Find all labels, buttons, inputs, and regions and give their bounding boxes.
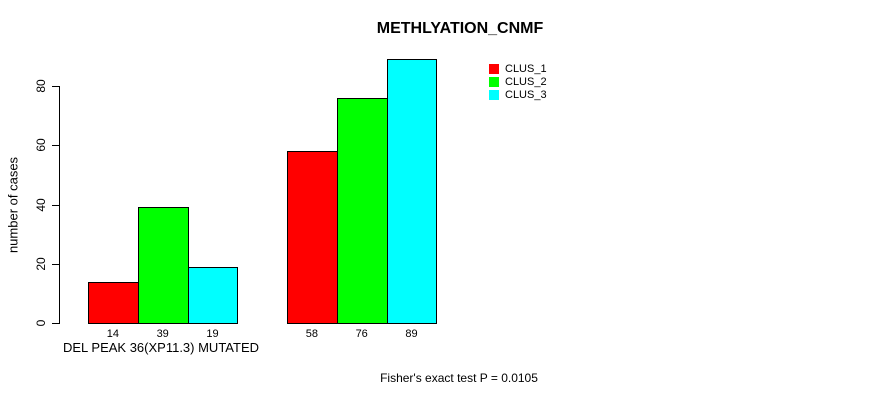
legend-label: CLUS_1	[505, 62, 547, 75]
legend-swatch-clus_3	[489, 89, 499, 100]
y-tick-mark	[52, 86, 59, 87]
y-tick-mark	[52, 204, 59, 206]
y-tick-label: 60	[34, 138, 48, 152]
y-tick-mark	[52, 263, 59, 265]
y-tick-label: 40	[34, 197, 48, 212]
fisher-test-note: Fisher's exact test P = 0.0105	[380, 371, 538, 385]
bar-clus_1-group2	[287, 151, 338, 324]
y-axis-label: number of cases	[5, 156, 21, 254]
legend-label: CLUS_2	[505, 75, 547, 88]
bar-clus_2-group2	[336, 97, 388, 324]
legend-swatch-clus_2	[489, 76, 499, 87]
bar-value-label: 76	[355, 328, 368, 340]
bar-clus_1-group1	[88, 281, 139, 324]
legend-item-clus_3: CLUS_3	[489, 88, 547, 101]
legend-item-clus_1: CLUS_1	[489, 62, 547, 75]
legend-label: CLUS_3	[505, 88, 547, 101]
y-tick-mark	[52, 145, 59, 147]
bar-clus_3-group2	[386, 59, 438, 324]
y-tick-label: 20	[34, 257, 48, 271]
bar-value-label: 19	[206, 328, 219, 340]
y-tick-mark	[52, 323, 59, 324]
y-tick-label: 80	[34, 79, 48, 93]
legend-swatch-clus_1	[489, 63, 499, 74]
chart-title: METHLYATION_CNMF	[376, 20, 544, 37]
bar-value-label: 89	[405, 328, 418, 340]
bar-value-label: 14	[106, 328, 120, 340]
bar-value-label: 58	[305, 328, 319, 340]
bar-value-label: 39	[156, 328, 169, 340]
bar-clus_2-group1	[137, 207, 189, 324]
legend-item-clus_2: CLUS_2	[489, 75, 547, 88]
y-tick-label: 0	[34, 319, 48, 327]
y-axis-line	[59, 86, 60, 324]
x-axis-label: DEL PEAK 36(XP11.3) MUTATED	[62, 340, 260, 355]
bar-clus_3-group1	[187, 266, 239, 324]
